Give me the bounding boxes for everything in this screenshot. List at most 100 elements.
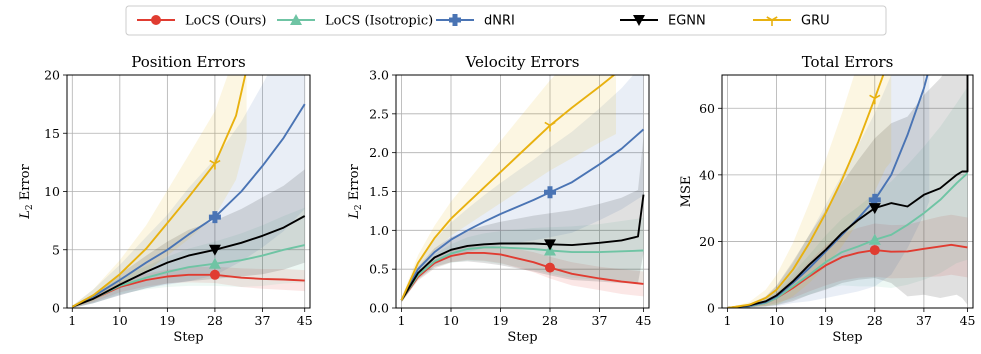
- legend-item-dnri: dNRI: [436, 14, 515, 29]
- series-line-locs-isotropic: [400, 246, 644, 301]
- y-tick-label: 60: [699, 101, 715, 116]
- panel-velocity-errors: 1 10 19 28 37 45 0.0 0.5 1.0 1.5 2.0 2.5 3.0 Velocity…: [347, 53, 652, 345]
- y-tick-label: 15: [44, 126, 60, 141]
- band-gru: [401, 75, 616, 303]
- x-tick-label: 10: [443, 313, 459, 328]
- legend-marker: [151, 15, 161, 25]
- legend-item-egnn: EGNN: [620, 14, 706, 29]
- y-tick-label: 2.5: [369, 106, 389, 121]
- marker-dnri: [208, 211, 221, 224]
- y-tick-label: 2.0: [369, 145, 389, 160]
- y-tick-label: 3.0: [369, 68, 389, 83]
- x-axis-label: Step: [173, 330, 203, 345]
- marker-gru: [869, 94, 881, 105]
- panel-total-errors: 1 10 19 28 37 45 0 20 40 60 Total Errors Step MSE: [679, 53, 976, 345]
- series-line-egnn: [400, 194, 645, 301]
- y-tick-label: 0: [52, 301, 60, 316]
- y-tick-label: 5: [52, 242, 60, 257]
- x-tick-label: 45: [960, 313, 976, 328]
- legend-label: GRU: [801, 14, 830, 29]
- marker-gru: [544, 121, 556, 132]
- x-tick-label: 10: [769, 313, 785, 328]
- legend-label: LoCS (Isotropic): [325, 14, 433, 29]
- legend-frame: [125, 5, 887, 36]
- x-tick-label: 19: [493, 313, 509, 328]
- x-tick-label: 45: [636, 313, 652, 328]
- x-tick-label: 28: [207, 313, 223, 328]
- marker-locs-isotropic: [868, 233, 881, 245]
- chart-title: Total Errors: [802, 53, 894, 71]
- legend-marker: [633, 15, 645, 26]
- x-tick-label: 1: [398, 313, 406, 328]
- y-tick-label: 0.0: [369, 301, 389, 316]
- marker-egnn: [208, 244, 221, 256]
- legend: LoCS (Ours) LoCS (Isotropic) dNRI EGNN GRU: [125, 5, 887, 36]
- series-line-gru: [400, 75, 616, 301]
- y-axis-label: MSE: [679, 176, 694, 208]
- legend-marker: [449, 14, 461, 26]
- x-tick-label: 28: [542, 313, 558, 328]
- band-dnri: [401, 75, 644, 303]
- series-line-locs-ours: [400, 251, 644, 301]
- y-tick-label: 20: [44, 68, 60, 83]
- marker-egnn: [868, 203, 881, 215]
- band-dnri: [72, 75, 305, 308]
- y-tick-label: 40: [699, 167, 715, 182]
- marker-dnri: [868, 193, 881, 206]
- y-axis-label: L2 Error: [347, 163, 364, 219]
- x-tick-label: 1: [723, 313, 731, 328]
- legend-item-locs-ours: LoCS (Ours): [137, 14, 267, 29]
- band-locs-isotropic: [727, 86, 968, 308]
- y-tick-label: 0.5: [369, 262, 389, 277]
- series-line-egnn: [727, 75, 969, 308]
- y-tick-label: 20: [699, 234, 715, 249]
- marker-egnn: [544, 239, 556, 251]
- x-tick-label: 10: [112, 313, 128, 328]
- x-tick-label: 19: [159, 313, 175, 328]
- legend-label: dNRI: [484, 14, 515, 29]
- panel-position-errors: 1 10 19 28 37 45 0 5 10 15 20 Position Errors Step L2…: [18, 53, 313, 345]
- legend-label: EGNN: [668, 14, 706, 29]
- x-tick-label: 37: [255, 313, 271, 328]
- marker-locs-isotropic: [208, 257, 221, 269]
- x-tick-label: 19: [818, 313, 834, 328]
- band-gru: [727, 75, 892, 308]
- y-tick-label: 0: [707, 301, 715, 316]
- y-tick-label: 10: [44, 184, 60, 199]
- marker-gru: [209, 159, 221, 170]
- y-axis-label: L2 Error: [18, 163, 35, 219]
- band-locs-ours: [727, 214, 968, 308]
- x-tick-label: 37: [592, 313, 608, 328]
- marker-locs-ours: [545, 262, 555, 273]
- x-tick-label: 28: [867, 313, 883, 328]
- plot-area: [727, 75, 969, 308]
- plot-area: [71, 75, 306, 308]
- legend-label: LoCS (Ours): [185, 14, 267, 29]
- series-line-gru: [71, 75, 247, 308]
- chart-title: Position Errors: [131, 53, 246, 71]
- x-tick-label: 45: [297, 313, 313, 328]
- x-tick-label: 37: [916, 313, 932, 328]
- band-locs-ours: [72, 266, 305, 308]
- plot-area: [400, 75, 645, 303]
- series-line-dnri: [400, 128, 645, 301]
- x-axis-label: Step: [507, 330, 537, 345]
- series-line-dnri: [71, 103, 306, 308]
- y-tick-label: 1.5: [369, 184, 389, 199]
- y-tick-label: 1.0: [369, 223, 389, 238]
- x-axis-label: Step: [832, 330, 862, 345]
- axes-frame: [721, 74, 974, 309]
- legend-marker: [766, 16, 778, 26]
- legend-item-gru: GRU: [753, 14, 830, 29]
- legend-item-locs-isotropic: LoCS (Isotropic): [277, 14, 433, 29]
- marker-locs-ours: [209, 269, 220, 280]
- marker-locs-ours: [869, 245, 880, 256]
- legend-marker: [290, 14, 302, 25]
- x-tick-label: 1: [68, 313, 76, 328]
- band-gru: [72, 75, 247, 308]
- band-locs-ours: [401, 245, 644, 302]
- band-egnn: [401, 136, 644, 303]
- marker-dnri: [544, 186, 556, 199]
